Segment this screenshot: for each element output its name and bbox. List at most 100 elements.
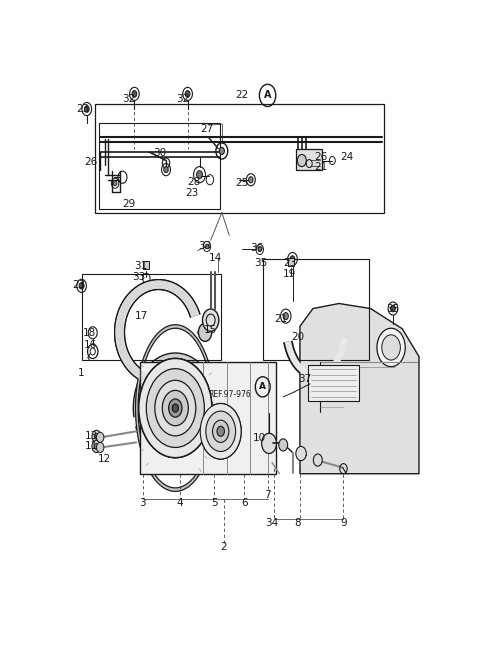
Bar [288, 258, 294, 266]
Text: 20: 20 [291, 333, 305, 342]
Circle shape [113, 181, 117, 186]
Circle shape [249, 176, 253, 183]
Circle shape [205, 244, 209, 249]
Text: 7: 7 [264, 491, 271, 501]
Circle shape [172, 404, 178, 412]
Text: 16: 16 [84, 340, 97, 350]
Bar [144, 260, 149, 269]
Circle shape [155, 380, 196, 436]
Circle shape [168, 399, 182, 417]
Text: 26: 26 [84, 157, 97, 167]
Text: 37: 37 [298, 374, 312, 384]
Polygon shape [300, 304, 419, 474]
Circle shape [200, 403, 241, 459]
Circle shape [172, 404, 178, 412]
Bar [309, 365, 359, 401]
Circle shape [155, 380, 196, 436]
Circle shape [297, 154, 306, 167]
Text: 24: 24 [340, 152, 353, 162]
Text: 35: 35 [254, 258, 267, 268]
Text: 33: 33 [198, 241, 212, 251]
Circle shape [279, 439, 288, 451]
Circle shape [382, 335, 400, 360]
Text: 23: 23 [185, 188, 199, 198]
Circle shape [283, 313, 288, 319]
Circle shape [139, 359, 212, 458]
Circle shape [203, 309, 219, 331]
Bar [296, 150, 322, 170]
Polygon shape [135, 325, 215, 491]
Circle shape [290, 256, 295, 262]
Circle shape [168, 399, 182, 417]
Circle shape [213, 420, 229, 442]
Bar [140, 361, 276, 474]
Text: 10: 10 [252, 434, 265, 443]
Bar [82, 274, 221, 360]
Text: A: A [259, 382, 266, 392]
Text: 32: 32 [176, 94, 190, 104]
Circle shape [94, 443, 99, 449]
Circle shape [196, 171, 203, 178]
Text: 3: 3 [139, 498, 146, 508]
Circle shape [206, 411, 236, 451]
Circle shape [313, 454, 322, 466]
Circle shape [172, 404, 178, 412]
Text: REF.97-976: REF.97-976 [208, 390, 251, 399]
Circle shape [96, 432, 104, 442]
Text: 27: 27 [200, 124, 214, 134]
Text: 23: 23 [76, 104, 90, 114]
Circle shape [219, 148, 225, 155]
Bar [96, 104, 384, 213]
Text: 29: 29 [122, 199, 135, 209]
Text: 28: 28 [187, 176, 201, 187]
Circle shape [217, 426, 225, 436]
Circle shape [377, 328, 405, 367]
Circle shape [92, 430, 101, 442]
Circle shape [200, 403, 241, 459]
Text: 18: 18 [83, 328, 96, 338]
Circle shape [213, 420, 229, 442]
Circle shape [162, 390, 188, 426]
Text: 15: 15 [204, 325, 217, 335]
Text: 1: 1 [78, 368, 85, 378]
Text: 14: 14 [209, 253, 222, 263]
Circle shape [296, 447, 306, 461]
Circle shape [262, 434, 276, 453]
Text: 22: 22 [236, 90, 249, 100]
Circle shape [185, 91, 190, 97]
Circle shape [146, 369, 204, 447]
Circle shape [139, 359, 212, 458]
Text: 25: 25 [236, 178, 249, 188]
Text: 17: 17 [134, 311, 148, 321]
Text: 30: 30 [153, 148, 166, 159]
Circle shape [94, 434, 99, 440]
Text: 31: 31 [134, 260, 148, 271]
Circle shape [162, 390, 188, 426]
Circle shape [79, 283, 84, 289]
Circle shape [168, 399, 182, 417]
Text: A: A [264, 91, 271, 100]
Text: 33: 33 [132, 272, 145, 282]
Circle shape [132, 91, 137, 97]
Circle shape [92, 440, 101, 453]
Text: 4: 4 [177, 498, 183, 508]
Circle shape [146, 369, 204, 447]
Circle shape [155, 380, 196, 436]
Text: 32: 32 [122, 94, 135, 104]
Circle shape [217, 426, 225, 436]
Circle shape [391, 305, 396, 312]
Text: 26: 26 [314, 152, 327, 162]
Bar [263, 259, 369, 360]
Text: 36: 36 [251, 243, 264, 253]
Bar [99, 123, 220, 209]
Text: 21: 21 [314, 162, 327, 172]
Text: 8: 8 [294, 518, 300, 528]
Text: 34: 34 [264, 518, 278, 528]
Text: 12: 12 [98, 453, 111, 464]
Text: 19: 19 [283, 269, 297, 279]
Circle shape [198, 323, 212, 341]
Text: 21: 21 [275, 314, 288, 324]
Circle shape [139, 359, 212, 458]
Text: 5: 5 [211, 498, 218, 508]
Text: 9: 9 [340, 518, 347, 528]
